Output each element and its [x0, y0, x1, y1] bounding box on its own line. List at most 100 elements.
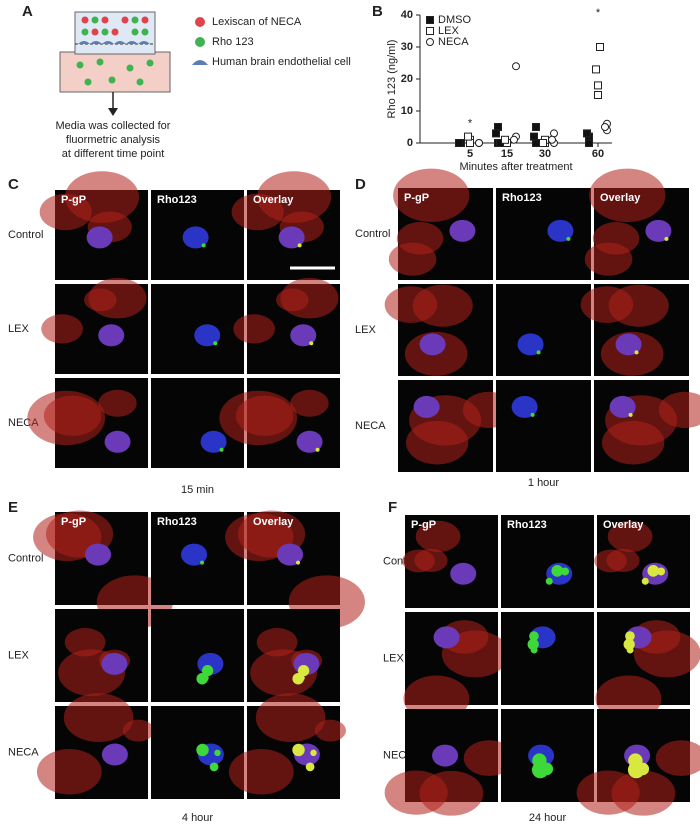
x-tick-label: 30	[539, 148, 551, 160]
rho-stain	[527, 638, 539, 650]
nucleus	[101, 652, 128, 675]
micrograph	[151, 609, 244, 702]
pgp-stain	[63, 693, 134, 743]
rho-stain	[214, 749, 221, 757]
rho-stain	[530, 412, 535, 417]
caption: 4 hour	[182, 812, 214, 824]
legend-text: Human brain endothelial cell	[212, 56, 351, 68]
rho-stain	[566, 236, 571, 241]
caption: 24 hour	[529, 812, 567, 824]
data-point	[594, 81, 602, 90]
x-tick-label: 60	[592, 148, 604, 160]
row-label: LEX	[383, 652, 404, 664]
row-label: LEX	[355, 324, 376, 336]
rho-stain	[296, 560, 301, 565]
column-header: Rho123	[507, 519, 547, 531]
pgp-stain	[589, 168, 666, 223]
rho-stain	[664, 236, 669, 241]
y-tick-label: 20	[401, 73, 413, 85]
pgp-stain	[233, 314, 275, 344]
rho-stain	[201, 664, 214, 677]
pgp-stain	[43, 395, 102, 436]
rho-stain	[628, 412, 633, 417]
pgp-stain	[257, 171, 332, 223]
row-label: Control	[355, 228, 390, 240]
data-point	[464, 132, 472, 141]
rho-stain	[196, 743, 209, 757]
pgp-stain	[36, 749, 102, 795]
note-text: Media was collected for	[56, 120, 171, 132]
rho-stain	[536, 350, 541, 355]
transwell-diagram	[59, 11, 208, 116]
nucleus	[615, 333, 642, 356]
row-label: Control	[8, 552, 43, 564]
panel-label: F	[388, 499, 397, 516]
rho-stain	[545, 577, 553, 585]
nucleus	[449, 219, 476, 242]
row-label: NECA	[8, 746, 39, 758]
pgp-stain	[64, 627, 106, 657]
data-point	[594, 91, 602, 99]
nucleus	[547, 219, 574, 242]
nucleus	[182, 226, 209, 249]
rho-stain	[292, 743, 305, 757]
y-tick-label: 10	[401, 105, 413, 117]
nucleus	[86, 226, 113, 249]
pgp-stain	[314, 719, 346, 742]
rho-stain	[201, 243, 206, 248]
nucleus	[432, 744, 459, 767]
y-tick-label: 30	[401, 41, 413, 53]
annotation: *	[468, 118, 473, 130]
rho-stain	[641, 577, 649, 585]
rho-stain	[561, 567, 570, 576]
pgp-stain	[256, 627, 298, 657]
rho-stain	[309, 341, 314, 346]
column-header: Overlay	[600, 192, 641, 204]
rho-stain	[540, 762, 554, 776]
pgp-stain	[584, 242, 633, 276]
rho-stain	[625, 631, 635, 641]
data-point	[475, 139, 483, 147]
nucleus	[194, 324, 221, 347]
data-point	[426, 27, 434, 35]
nucleus	[511, 395, 538, 418]
nucleus	[517, 333, 544, 356]
data-point	[455, 139, 463, 147]
rho-stain	[297, 243, 302, 248]
x-tick-label: 5	[467, 148, 473, 160]
x-axis-label: Minutes after treatment	[459, 161, 572, 173]
pgp-stain	[388, 242, 437, 276]
column-header: P-gP	[61, 194, 86, 206]
micrograph	[501, 515, 594, 608]
rho-stain	[310, 749, 317, 757]
pgp-stain	[255, 693, 326, 743]
nucleus	[277, 543, 304, 566]
rho-stain	[634, 350, 639, 355]
panel-label: D	[355, 176, 366, 193]
chart: 0 10 20 30 40 Rho 123 (ng/ml) 5 15 30 60 Minutes a…	[386, 7, 612, 173]
note-text: fluormetric analysis	[66, 134, 161, 146]
pgp-stain	[655, 740, 700, 776]
column-header: Rho123	[157, 516, 197, 528]
pgp-stain	[235, 395, 294, 436]
rho-stain	[297, 664, 310, 677]
pgp-stain	[122, 719, 154, 742]
pgp-stain	[84, 288, 117, 312]
panel-label: B	[372, 3, 383, 20]
nucleus	[296, 430, 323, 453]
rho-stain	[529, 631, 539, 641]
column-header: Rho123	[157, 194, 197, 206]
rho-stain	[292, 672, 304, 685]
pgp-stain	[393, 168, 470, 223]
annotation: *	[596, 7, 601, 19]
column-header: Overlay	[253, 516, 294, 528]
column-header: P-gP	[411, 519, 436, 531]
rho-stain	[623, 638, 635, 650]
data-point	[492, 129, 500, 138]
data-point	[512, 62, 520, 71]
row-label: LEX	[8, 323, 29, 335]
pgp-stain	[33, 513, 102, 562]
data-point	[601, 123, 609, 131]
rho-stain	[315, 447, 320, 452]
nucleus	[181, 543, 208, 566]
